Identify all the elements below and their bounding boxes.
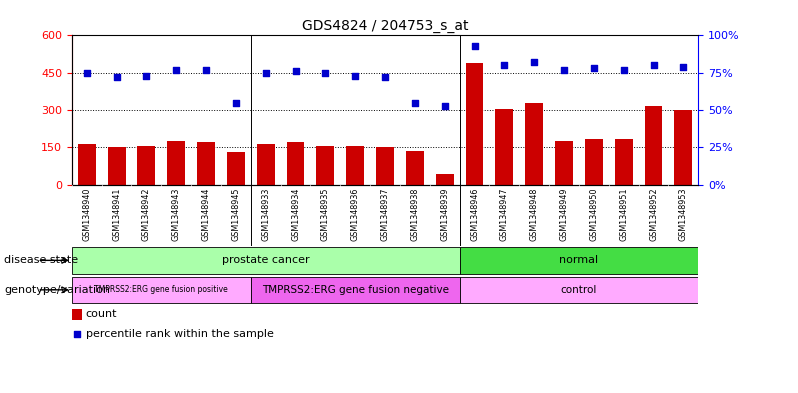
Bar [460, 277, 698, 303]
Point [378, 74, 391, 80]
Point [587, 65, 600, 72]
Point [647, 62, 660, 68]
Point [425, 232, 437, 238]
Bar [525, 103, 543, 185]
Bar [460, 247, 698, 274]
Point [140, 73, 152, 79]
Text: GSM1348936: GSM1348936 [350, 188, 360, 241]
Text: GSM1348944: GSM1348944 [202, 188, 211, 241]
Text: GSM1348949: GSM1348949 [559, 188, 568, 241]
Bar [645, 106, 662, 185]
Text: genotype/variation: genotype/variation [4, 285, 110, 295]
Point [468, 43, 481, 49]
Text: GSM1348941: GSM1348941 [112, 188, 121, 241]
Bar [674, 110, 693, 185]
Point [289, 68, 302, 74]
Text: GSM1348950: GSM1348950 [590, 188, 598, 241]
Text: GSM1348938: GSM1348938 [410, 188, 420, 241]
Bar [317, 146, 334, 185]
Text: GSM1348940: GSM1348940 [82, 188, 91, 241]
Text: GSM1348942: GSM1348942 [142, 188, 151, 241]
Point [527, 59, 540, 65]
Bar [346, 146, 364, 185]
Point [498, 62, 511, 68]
Bar [585, 139, 602, 185]
Title: GDS4824 / 204753_s_at: GDS4824 / 204753_s_at [302, 19, 468, 33]
Bar [496, 109, 513, 185]
Bar [376, 147, 394, 185]
Text: percentile rank within the sample: percentile rank within the sample [85, 329, 274, 339]
Text: GSM1348951: GSM1348951 [619, 188, 628, 241]
Text: GSM1348952: GSM1348952 [649, 188, 658, 241]
Bar [72, 247, 460, 274]
Text: GSM1348948: GSM1348948 [530, 188, 539, 241]
Text: control: control [561, 285, 597, 295]
Point [230, 99, 243, 106]
Text: GSM1348945: GSM1348945 [231, 188, 240, 241]
Text: GSM1348934: GSM1348934 [291, 188, 300, 241]
Bar [286, 142, 305, 185]
Point [319, 70, 332, 76]
Bar [555, 141, 573, 185]
Bar [436, 173, 453, 185]
Bar [406, 151, 424, 185]
Point [438, 103, 451, 109]
Bar [108, 147, 125, 185]
Text: GSM1348933: GSM1348933 [261, 188, 271, 241]
Text: disease state: disease state [4, 255, 78, 265]
Point [349, 73, 361, 79]
Bar [251, 277, 460, 303]
Point [81, 70, 93, 76]
Text: GSM1348947: GSM1348947 [500, 188, 509, 241]
Point [259, 70, 272, 76]
Point [677, 64, 689, 70]
Text: GSM1348943: GSM1348943 [172, 188, 180, 241]
Point [170, 66, 183, 73]
Point [200, 66, 212, 73]
Bar [77, 143, 96, 185]
Point [409, 99, 421, 106]
Bar [137, 146, 156, 185]
Point [110, 74, 123, 80]
Text: GSM1348946: GSM1348946 [470, 188, 479, 241]
Text: GSM1348935: GSM1348935 [321, 188, 330, 241]
Text: TMPRSS2:ERG gene fusion positive: TMPRSS2:ERG gene fusion positive [94, 285, 228, 294]
Bar [227, 152, 245, 185]
Text: GSM1348939: GSM1348939 [440, 188, 449, 241]
Bar [197, 142, 215, 185]
Text: GSM1348953: GSM1348953 [679, 188, 688, 241]
Bar [257, 143, 275, 185]
Bar [72, 277, 251, 303]
Text: TMPRSS2:ERG gene fusion negative: TMPRSS2:ERG gene fusion negative [262, 285, 448, 295]
Text: GSM1348937: GSM1348937 [381, 188, 389, 241]
Point [618, 66, 630, 73]
Bar [168, 141, 185, 185]
Text: prostate cancer: prostate cancer [222, 255, 310, 265]
Bar [614, 139, 633, 185]
Text: normal: normal [559, 255, 598, 265]
Text: count: count [85, 309, 117, 319]
Bar [72, 309, 82, 320]
Bar [465, 63, 484, 185]
Point [558, 66, 571, 73]
